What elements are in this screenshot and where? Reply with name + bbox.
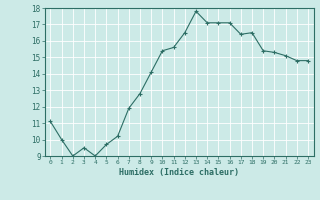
X-axis label: Humidex (Indice chaleur): Humidex (Indice chaleur) [119,168,239,177]
